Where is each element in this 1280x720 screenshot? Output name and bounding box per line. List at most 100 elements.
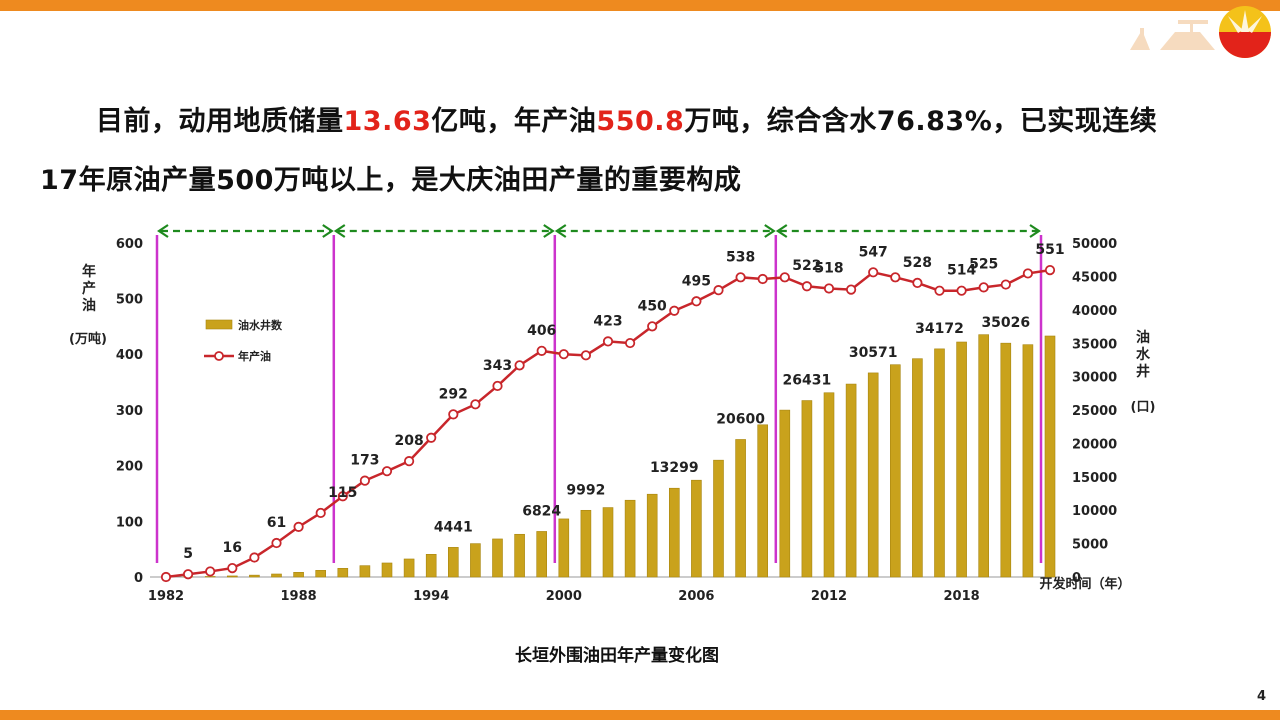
well-count-bar: [867, 372, 879, 578]
oil-output-point: [492, 380, 503, 392]
y-right-label-char: 水: [1136, 346, 1151, 363]
slide-heading: 目前，动用地质储量13.63亿吨，年产油550.8万吨，综合含水76.83%，已…: [40, 92, 1270, 210]
heading-text-e: 万吨，综合含水76.83%，已实现连续: [684, 106, 1158, 137]
x-tick-label: 1994: [413, 589, 449, 604]
well-count-data-label: 34172: [915, 321, 964, 337]
oil-output-point: [779, 272, 790, 283]
oil-output-point: [1044, 264, 1056, 276]
company-logo-area: [1130, 6, 1271, 58]
well-count-bar: [934, 348, 945, 578]
bottom-orange-band: [0, 710, 1280, 720]
oil-output-data-label: 16: [223, 540, 242, 556]
phase-arrow-head-left: [157, 224, 169, 238]
y-right-tick-label: 30000: [1072, 371, 1117, 386]
oil-output-point: [315, 507, 326, 519]
y-right-tick-label: 25000: [1072, 404, 1117, 419]
oil-output-point: [249, 552, 260, 563]
well-count-bar: [536, 531, 548, 578]
well-count-bar: [912, 358, 923, 578]
well-count-bar: [691, 479, 702, 578]
well-count-data-label: 9992: [566, 482, 605, 498]
oil-output-point: [183, 569, 194, 580]
legend-bar-label: 油水井数: [238, 318, 283, 332]
x-tick-label: 1988: [281, 589, 317, 604]
oil-output-data-label: 292: [439, 386, 468, 402]
oil-output-point: [227, 562, 238, 574]
oil-output-point: [536, 345, 547, 356]
phase-arrow-head-left: [554, 224, 567, 238]
well-count-bar: [602, 507, 614, 578]
oil-output-point: [735, 272, 746, 283]
oil-output-data-label: 173: [350, 453, 379, 469]
oil-output-data-label: 115: [328, 485, 357, 501]
well-count-bar: [757, 424, 769, 578]
oil-output-point: [823, 283, 835, 294]
annual-output-value: 550.8: [596, 106, 685, 137]
y-left-tick-label: 200: [116, 460, 143, 475]
x-tick-label: 1982: [148, 589, 184, 604]
oil-output-point: [514, 360, 525, 371]
oil-output-point: [624, 337, 636, 349]
oil-output-data-label: 522: [792, 258, 821, 274]
oil-output-data-label: 538: [726, 249, 755, 265]
oil-output-data-label: 547: [859, 244, 888, 260]
well-count-bar: [470, 543, 481, 578]
well-count-data-label: 26431: [783, 373, 832, 389]
oil-output-point: [845, 284, 857, 295]
company-emblem-icon: [1219, 6, 1271, 58]
well-count-bar: [624, 499, 636, 578]
oil-output-point: [691, 296, 702, 307]
oil-output-point: [337, 491, 348, 502]
x-axis-label: 开发时间（年）: [1039, 576, 1130, 592]
well-count-bar: [514, 533, 525, 578]
oil-output-point: [403, 456, 415, 467]
oil-output-point: [359, 475, 370, 486]
oil-output-point: [205, 566, 216, 577]
y-left-unit: (万吨): [69, 331, 107, 347]
legend-line-marker: [214, 351, 224, 361]
y-right-tick-label: 5000: [1072, 538, 1108, 553]
well-count-bar: [447, 547, 459, 578]
oil-output-data-label: 423: [593, 313, 622, 329]
oil-output-point: [293, 521, 304, 532]
oil-output-point: [448, 409, 459, 420]
oil-output-point: [956, 285, 967, 296]
y-left-tick-label: 400: [116, 348, 143, 363]
y-left-tick-label: 500: [116, 293, 143, 308]
oil-output-data-label: 525: [969, 257, 998, 273]
top-orange-band: [0, 0, 1280, 11]
oil-output-point: [580, 350, 592, 361]
oil-output-point: [669, 305, 680, 316]
well-count-bar: [425, 554, 437, 578]
heading-text-c: 亿吨，年产油: [431, 106, 597, 137]
oil-output-point: [160, 571, 172, 583]
oil-output-data-label: 518: [814, 260, 843, 276]
oil-output-point: [381, 466, 393, 477]
oil-output-data-label: 61: [267, 515, 286, 531]
oil-output-data-label: 343: [483, 358, 512, 374]
x-tick-label: 2006: [678, 589, 714, 604]
oil-output-data-label: 208: [394, 433, 423, 449]
legend-bar-swatch: [205, 319, 233, 330]
well-count-bar: [1022, 344, 1034, 578]
well-count-bar: [403, 558, 415, 578]
well-count-bar: [293, 572, 304, 578]
well-count-bar: [204, 576, 216, 578]
y-left-tick-label: 300: [116, 404, 143, 419]
well-count-bar: [956, 341, 967, 578]
well-count-bar: [227, 575, 238, 578]
phase-arrow-head-right: [1029, 224, 1041, 238]
oil-output-point: [558, 349, 569, 360]
phase-arrow-head-right: [322, 224, 334, 238]
oil-output-point: [426, 432, 437, 443]
y-left-tick-label: 100: [116, 515, 143, 530]
well-count-bar: [558, 518, 570, 578]
x-tick-label: 2000: [546, 589, 582, 604]
oil-output-data-label: 5: [183, 546, 193, 562]
well-count-bar: [735, 439, 746, 578]
heading-line-2: 17年原油产量500万吨以上，是大庆油田产量的重要构成: [40, 165, 742, 196]
y-left-label-char: 油: [82, 297, 96, 314]
oil-output-data-label: 495: [682, 273, 711, 289]
x-tick-label: 2018: [944, 589, 980, 604]
